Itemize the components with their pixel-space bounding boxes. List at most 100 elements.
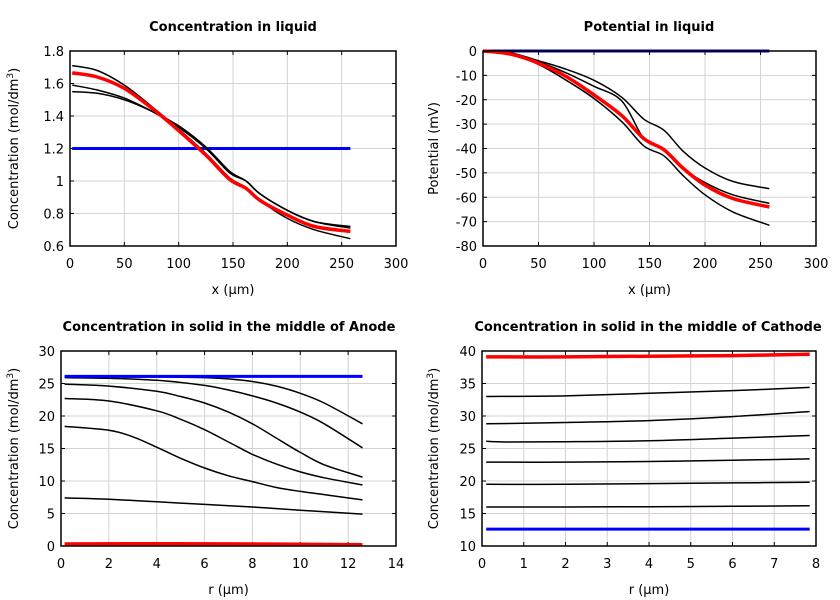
plot-frame (69, 50, 397, 247)
x-tick-label: 0 (479, 257, 487, 272)
y-axis-label: Concentration (mol/dm3) (6, 68, 22, 230)
y-tick-label: -50 (456, 167, 477, 182)
y-tick-label: 1.6 (43, 78, 64, 93)
y-tick-label: -30 (456, 118, 477, 133)
x-tick-label: 8 (248, 557, 256, 572)
y-tick-label: 40 (459, 345, 476, 360)
x-tick-label: 250 (329, 257, 354, 272)
y-tick-label: 25 (38, 378, 55, 393)
y-axis-label-tail: ) (7, 68, 22, 73)
y-tick-label: 25 (459, 443, 476, 458)
series-line-t2 (72, 84, 351, 229)
series-line-t2 (486, 481, 810, 486)
y-tick-label: 5 (47, 508, 55, 523)
chart-title: Concentration in solid in the middle of … (63, 320, 396, 335)
x-tick-label: 250 (748, 257, 773, 272)
y-tick-label: 35 (459, 378, 476, 393)
x-tick-label: 4 (645, 557, 653, 572)
y-tick-label: 1.4 (43, 110, 64, 125)
series-line-t1 (482, 50, 770, 190)
x-tick-label: 2 (105, 557, 113, 572)
x-tick-label: 6 (728, 557, 736, 572)
y-tick-label: -70 (456, 216, 477, 231)
y-axis-label-superscript: 3 (6, 373, 16, 379)
series-line-t4 (64, 397, 363, 486)
y-tick-label: 0 (47, 540, 55, 555)
y-axis-label-tail: ) (7, 368, 22, 373)
y-axis-label: Concentration (mol/dm3) (6, 368, 22, 530)
y-tick-label: -80 (456, 240, 477, 255)
y-axis-label-superscript: 3 (6, 73, 16, 79)
x-tick-label: 0 (57, 557, 65, 572)
x-tick-label: 100 (166, 257, 191, 272)
y-tick-label: -20 (456, 94, 477, 109)
x-tick-label: 8 (812, 557, 820, 572)
series-line-t3 (486, 458, 810, 463)
chart-title: Concentration in solid in the middle of … (474, 320, 822, 335)
series-line-final (71, 71, 351, 234)
plot-frame (481, 350, 817, 547)
x-tick-label: 0 (478, 557, 486, 572)
x-tick-label: 0 (66, 257, 74, 272)
chart-title: Potential in liquid (584, 20, 715, 35)
x-tick-label: 200 (275, 257, 300, 272)
y-axis-label-superscript: 3 (426, 373, 436, 379)
chart-cathode-solid-concentration: Concentration in solid in the middle of … (426, 320, 822, 598)
x-tick-label: 4 (153, 557, 161, 572)
x-axis-label: r (µm) (208, 583, 249, 598)
y-tick-label: 0.8 (43, 208, 64, 223)
x-tick-label: 14 (388, 557, 405, 572)
y-axis-label: Concentration (mol/dm3) (426, 368, 442, 530)
plot-frame (482, 50, 817, 247)
y-axis-label-text: Concentration (mol/dm (7, 79, 22, 230)
x-tick-label: 12 (340, 557, 357, 572)
x-tick-label: 150 (637, 257, 662, 272)
y-tick-label: -60 (456, 191, 477, 206)
y-tick-label: 1.2 (43, 143, 64, 158)
x-tick-label: 50 (530, 257, 547, 272)
x-tick-label: 1 (520, 557, 528, 572)
series-line-final (486, 352, 810, 359)
y-axis-label-tail: ) (427, 368, 442, 373)
series-line-t3 (64, 383, 363, 478)
plot-frame (60, 350, 397, 547)
x-tick-label: 100 (582, 257, 607, 272)
x-tick-label: 200 (693, 257, 718, 272)
y-tick-label: 15 (459, 508, 476, 523)
y-axis-label: Potential (mV) (427, 102, 442, 195)
y-tick-label: 20 (459, 475, 476, 490)
y-tick-label: 1.8 (43, 45, 64, 60)
y-axis-label-text: Potential (mV) (427, 102, 442, 195)
x-axis-label: x (µm) (212, 283, 255, 298)
chart-liquid-potential: Potential in liquid 0 50 100 150 200 250 300 -80… (427, 20, 828, 298)
series-line-t4 (486, 434, 810, 443)
y-tick-label: 10 (38, 475, 55, 490)
y-tick-label: 30 (38, 345, 55, 360)
x-tick-label: 50 (116, 257, 133, 272)
series-line-t5 (64, 425, 363, 501)
y-tick-label: -40 (456, 143, 477, 158)
x-tick-label: 6 (200, 557, 208, 572)
y-tick-label: 10 (459, 540, 476, 555)
x-axis-label: x (µm) (628, 283, 671, 298)
x-tick-label: 300 (804, 257, 829, 272)
series-line-final (482, 49, 770, 209)
y-tick-label: 30 (459, 410, 476, 425)
series-line-t6 (486, 386, 810, 398)
y-tick-label: -10 (456, 69, 477, 84)
x-tick-label: 2 (561, 557, 569, 572)
chart-title: Concentration in liquid (149, 20, 317, 35)
series-line-t6 (64, 497, 363, 515)
x-tick-label: 10 (292, 557, 309, 572)
x-tick-label: 5 (687, 557, 695, 572)
y-tick-label: 0.6 (43, 240, 64, 255)
x-tick-label: 7 (770, 557, 778, 572)
series-line-t5 (486, 410, 810, 425)
x-tick-label: 300 (384, 257, 409, 272)
y-tick-label: 15 (38, 443, 55, 458)
x-tick-label: 3 (603, 557, 611, 572)
series-line-final (64, 541, 363, 547)
series-line-t2 (64, 376, 363, 449)
